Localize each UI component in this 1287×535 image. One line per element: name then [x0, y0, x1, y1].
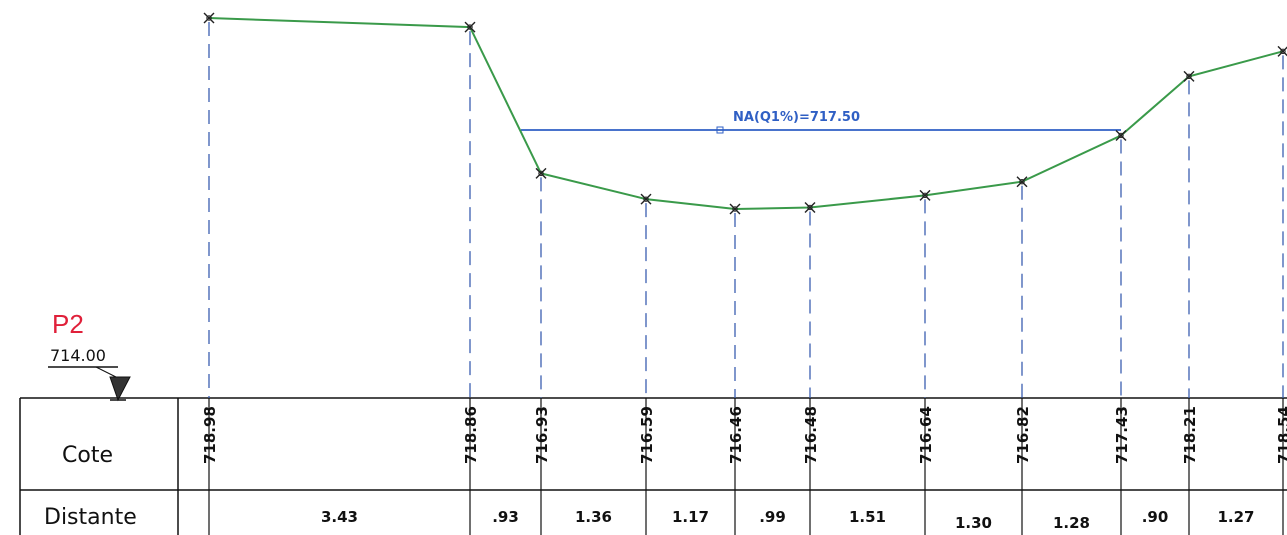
distance-values: 3.43 .93 1.36 1.17 .99 1.51 1.30 1.28 .90 1.27 [321, 508, 1255, 532]
distance-value: 1.36 [575, 508, 612, 526]
distance-value: .90 [1142, 508, 1169, 526]
survey-point-icon [729, 203, 741, 215]
survey-point-icon [535, 167, 547, 179]
cote-value: 718.98 [201, 406, 219, 464]
distance-value: 1.30 [955, 514, 992, 532]
distance-value: 1.51 [849, 508, 886, 526]
water-level-marker-icon [716, 126, 724, 134]
cote-value: 718.54 [1275, 406, 1287, 464]
reference-level-leader [95, 366, 119, 379]
water-level-label: NA(Q1%)=717.50 [733, 110, 860, 125]
survey-point-icon [919, 189, 931, 201]
survey-point-icon [640, 193, 652, 205]
distance-value: 3.43 [321, 508, 358, 526]
distance-value: 1.27 [1217, 508, 1254, 526]
survey-point-icon [1016, 176, 1028, 188]
reference-level: 714.00 [50, 346, 106, 365]
cote-value: 716.48 [802, 406, 820, 464]
survey-point-icon [804, 201, 816, 213]
distance-value: 1.28 [1053, 514, 1090, 532]
survey-point-icon [203, 12, 215, 24]
survey-point-icon [1277, 45, 1287, 57]
row-label-cote: Cote [62, 443, 113, 468]
data-table [19, 397, 1287, 535]
cote-value: 716.59 [638, 406, 656, 464]
distance-value: .93 [492, 508, 519, 526]
cote-value: 717.43 [1113, 406, 1131, 464]
water-level-group: NA(Q1%)=717.50 [521, 110, 1121, 134]
cote-value: 716.82 [1014, 406, 1032, 464]
distance-value: .99 [759, 508, 786, 526]
ground-profile [203, 12, 1287, 215]
dashed-verticals [208, 22, 1284, 535]
survey-point-icon [1183, 70, 1195, 82]
cote-value: 716.46 [727, 406, 745, 464]
survey-point-icon [464, 21, 476, 33]
cote-value: 716.93 [533, 406, 551, 464]
profile-label: P2 [52, 309, 84, 339]
cote-values: 718.98 718.86 716.93 716.59 716.46 716.48 716.… [201, 406, 1287, 464]
row-label-distante: Distante [44, 505, 137, 530]
cote-value: 718.86 [462, 406, 480, 464]
datum-triangle-icon [109, 376, 131, 402]
distance-value: 1.17 [672, 508, 709, 526]
survey-point-icon [1115, 129, 1127, 141]
cote-value: 716.64 [917, 406, 935, 464]
cote-value: 718.21 [1181, 406, 1199, 464]
